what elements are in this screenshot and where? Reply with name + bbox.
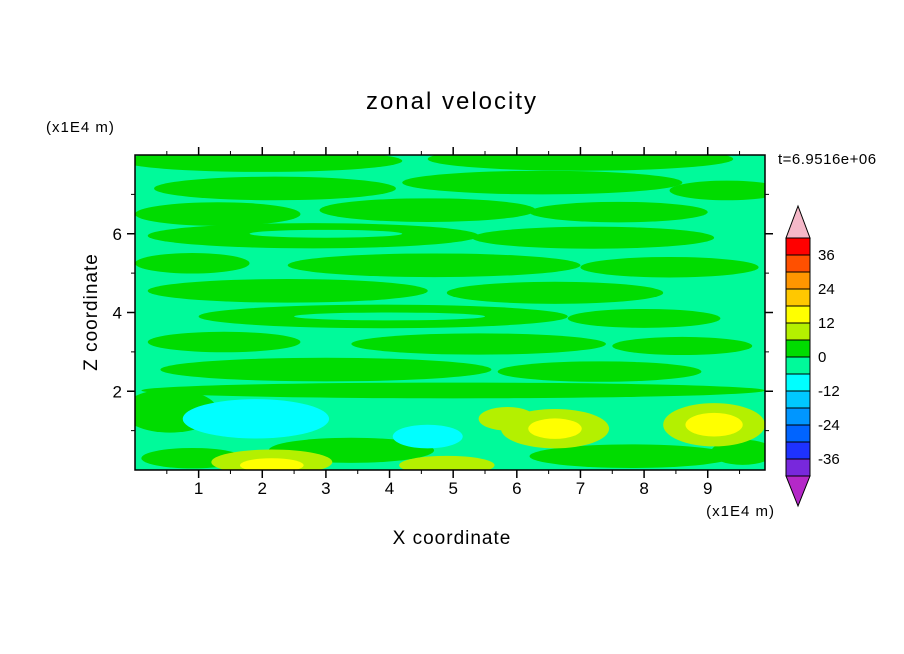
colorbar-cell	[785, 441, 811, 460]
colorbar-over-arrow	[785, 204, 811, 239]
colorbar-cell	[785, 390, 811, 409]
contour-blob	[319, 198, 536, 222]
contour-blob	[669, 180, 765, 201]
axis-ticks: 1 2 3 4 5 6 7 8 9 2 4 6	[113, 147, 773, 498]
colorbar-label: 24	[818, 281, 835, 298]
colorbar-cell	[785, 424, 811, 443]
contour-blob	[240, 458, 304, 470]
contour-blob	[135, 155, 403, 172]
colorbar-label: 0	[818, 349, 826, 366]
contour-blob	[402, 170, 683, 195]
x-tick-label: 3	[321, 479, 330, 498]
contour-blob	[529, 201, 708, 223]
contour-blob	[427, 155, 734, 171]
colorbar-cell	[785, 271, 811, 290]
y-tick-label: 4	[113, 304, 122, 323]
colorbar-cell	[785, 305, 811, 324]
time-annotation: t=6.9516e+06	[778, 151, 877, 168]
x-axis-unit-label: (x1E4 m)	[706, 503, 775, 520]
contour-blob	[287, 253, 581, 278]
colorbar-cell	[785, 339, 811, 358]
colorbar-cell	[785, 322, 811, 341]
contour-blob	[147, 331, 301, 353]
x-tick-label: 4	[385, 479, 394, 498]
contour-blob	[529, 444, 734, 469]
contour-blob	[135, 253, 250, 274]
y-axis-unit-label: (x1E4 m)	[46, 119, 115, 136]
contour-blob	[567, 308, 721, 328]
colorbar-cell	[785, 254, 811, 273]
contour-blob	[135, 202, 301, 226]
colorbar-cell	[785, 356, 811, 375]
contour-blob	[710, 439, 765, 465]
contour-blob	[182, 399, 330, 439]
contour-blob	[399, 455, 495, 470]
contour-blob	[472, 226, 715, 249]
contour-blob	[446, 281, 664, 304]
colorbar-label: 36	[818, 247, 835, 264]
colorbar-label: -24	[818, 417, 840, 434]
colorbar-label: -36	[818, 451, 840, 468]
contour-blob	[154, 176, 396, 201]
x-tick-label: 8	[639, 479, 648, 498]
contour-blob	[141, 382, 765, 399]
x-tick-label: 2	[258, 479, 267, 498]
contour-blob	[294, 312, 485, 321]
x-tick-label: 5	[448, 479, 457, 498]
chart-title: zonal velocity	[365, 88, 539, 115]
colorbar-under-arrow	[785, 475, 811, 508]
colorbar-cell	[785, 288, 811, 307]
contour-blob	[497, 361, 702, 382]
contour-field	[135, 155, 765, 470]
colorbar-cell	[785, 407, 811, 426]
contour-blob	[685, 412, 743, 437]
colorbar-cell	[785, 458, 811, 477]
contour-blob	[612, 336, 753, 356]
contour-blob	[249, 229, 403, 238]
x-axis-label: X coordinate	[392, 528, 512, 549]
x-tick-label: 9	[703, 479, 712, 498]
y-tick-label: 6	[113, 225, 122, 244]
colorbar-label: -12	[818, 383, 840, 400]
colorbar-label: 12	[818, 315, 835, 332]
x-tick-label: 7	[576, 479, 585, 498]
contour-blob	[528, 418, 582, 439]
contour-blob	[351, 333, 606, 355]
contour-blob	[392, 424, 463, 449]
x-tick-label: 1	[194, 479, 203, 498]
colorbar-cell	[785, 373, 811, 392]
contour-blob	[147, 279, 428, 303]
x-tick-label: 6	[512, 479, 521, 498]
y-tick-label: 2	[113, 382, 122, 401]
colorbar-cell	[785, 237, 811, 256]
colorbar: 36 24 12 0 -12 -24 -36	[785, 204, 840, 508]
contour-blob	[580, 256, 759, 278]
contour-blob	[160, 357, 492, 382]
